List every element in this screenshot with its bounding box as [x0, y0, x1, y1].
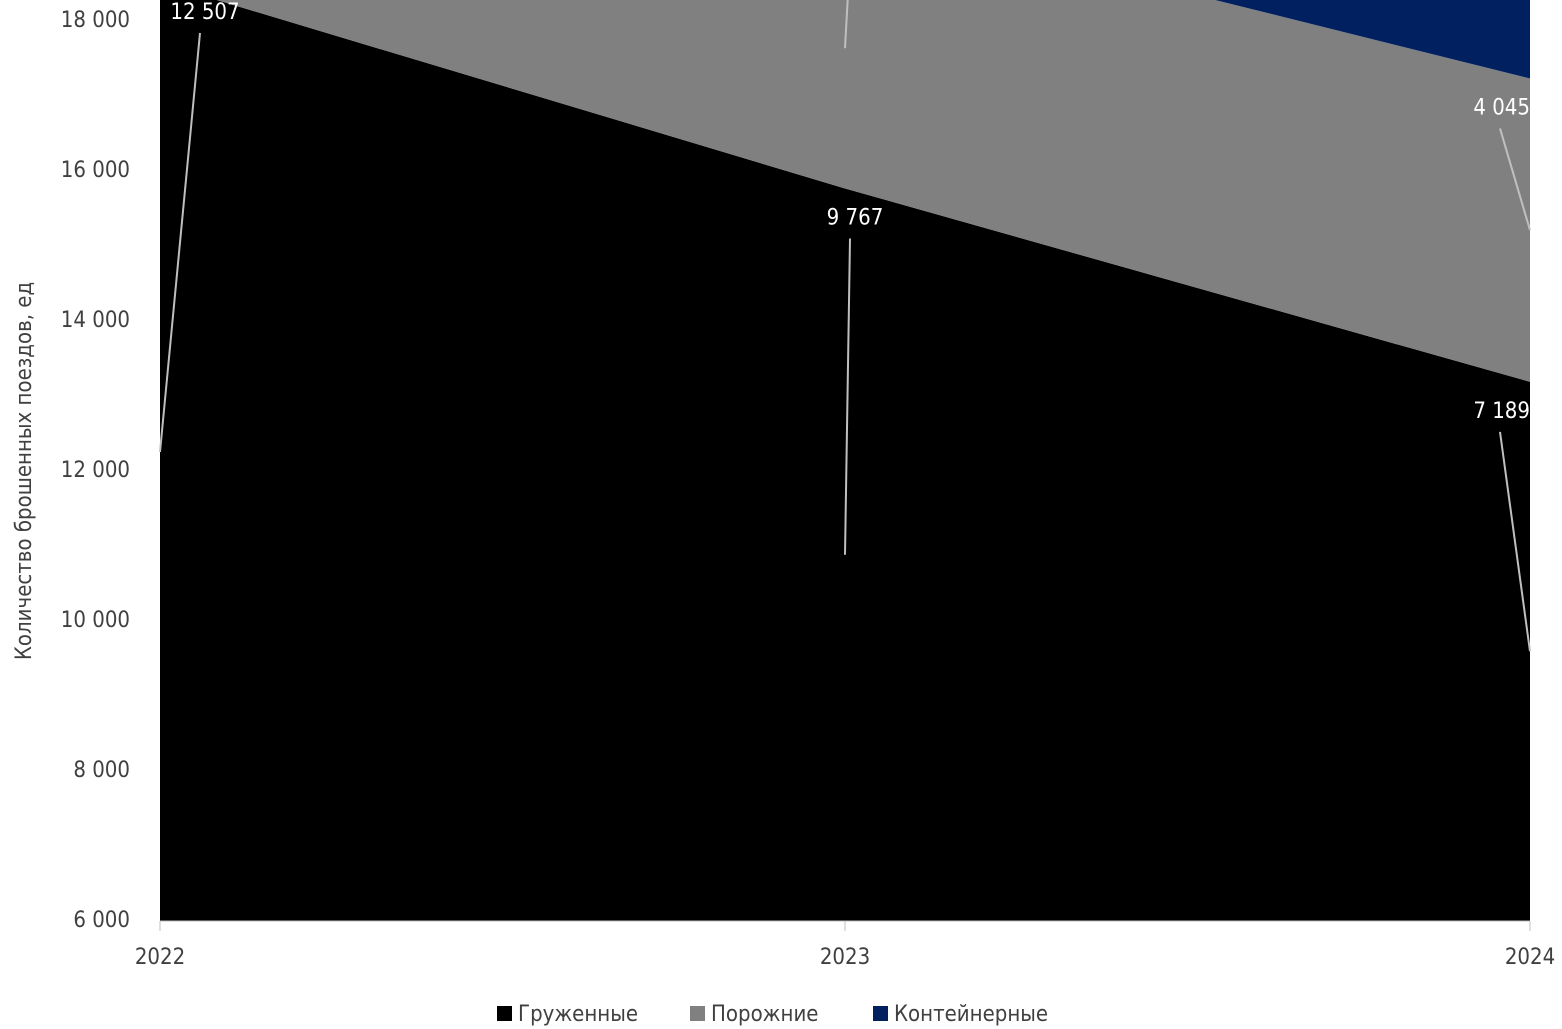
legend-label: Порожние: [711, 1002, 819, 1027]
data-label: 12 507: [170, 0, 239, 25]
data-label: 7 189: [1473, 399, 1530, 424]
area: [216, 0, 1530, 382]
legend-swatch: [497, 1006, 512, 1021]
y-tick-label: 18 000: [61, 8, 130, 33]
x-tick-label: 2022: [135, 945, 185, 970]
y-tick-label: 14 000: [61, 308, 130, 333]
y-axis-title: Количество брошенных поездов, ед: [12, 282, 37, 660]
x-tick-label: 2024: [1505, 945, 1555, 970]
y-tick-label: 16 000: [61, 158, 130, 183]
area: [160, 0, 1530, 921]
y-tick-label: 8 000: [73, 758, 130, 783]
leader-line: [1499, 431, 1531, 652]
data-label: 9 767: [827, 205, 884, 230]
data-label: 4 045: [1473, 95, 1530, 120]
legend-label: Контейнерные: [894, 1002, 1048, 1027]
leader-line: [159, 32, 201, 453]
legend-swatch: [873, 1006, 888, 1021]
legend-swatch: [690, 1006, 705, 1021]
y-tick-label: 12 000: [61, 458, 130, 483]
legend-label: Груженные: [518, 1002, 638, 1027]
y-tick-label: 6 000: [73, 908, 130, 933]
x-tick-label: 2023: [820, 945, 870, 970]
area: [1215, 0, 1530, 79]
leader-line: [844, 238, 851, 555]
y-tick-label: 10 000: [61, 608, 130, 633]
leader-line: [844, 0, 849, 49]
leader-line: [1499, 128, 1531, 231]
